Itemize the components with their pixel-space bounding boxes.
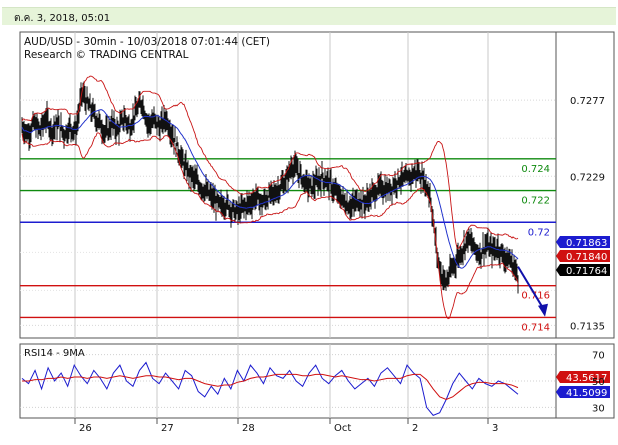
timestamp-label: ต.ค. 3, 2018, 05:01 bbox=[14, 13, 111, 24]
projection-arrow-line bbox=[517, 266, 545, 311]
chart-source-line: Research © TRADING CENTRAL bbox=[24, 49, 189, 61]
price-tag-pointer bbox=[556, 264, 560, 276]
price-tag-pointer bbox=[556, 250, 560, 262]
rsi-ma-line bbox=[22, 373, 519, 401]
x-tick-label: 27 bbox=[161, 423, 174, 434]
y-tick-label: 0.7277 bbox=[570, 96, 605, 107]
rsi-value-tag bbox=[560, 371, 610, 383]
projection-arrow-head bbox=[538, 303, 548, 317]
price-series bbox=[21, 75, 548, 320]
lower-band-line bbox=[21, 132, 519, 320]
rsi-tag-pointer bbox=[556, 371, 560, 383]
axis-labels: 26 27 28 Oct 2 3 0.7277 0.7229 0.7135 70 50 30 bbox=[74, 96, 605, 434]
rsi-tick-label: 50 bbox=[592, 377, 605, 388]
rsi-tag-label: 43.5617 bbox=[566, 373, 607, 384]
x-tick-label: Oct bbox=[334, 423, 351, 434]
x-tick-label: 26 bbox=[79, 423, 92, 434]
rsi-value-tag bbox=[560, 386, 610, 398]
price-tag bbox=[560, 250, 610, 262]
moving-average-line bbox=[21, 109, 519, 269]
level-label: 0.72 bbox=[528, 227, 550, 238]
price-tag bbox=[560, 264, 610, 276]
rsi-tick-label: 70 bbox=[592, 351, 605, 362]
price-axis bbox=[555, 31, 615, 339]
price-tags: 0.71863 0.71840 0.71764 43.5617 41.5099 bbox=[556, 236, 610, 399]
rsi-series bbox=[21, 361, 519, 416]
level-label: 0.724 bbox=[521, 164, 550, 175]
rsi-line bbox=[21, 361, 519, 416]
price-tag bbox=[560, 236, 610, 248]
price-tag-pointer bbox=[556, 236, 560, 248]
x-tick-label: 2 bbox=[412, 423, 418, 434]
date-strip: ต.ค. 3, 2018, 05:01 bbox=[2, 7, 616, 25]
price-tag-label: 0.71764 bbox=[566, 266, 607, 277]
upper-band-line bbox=[21, 75, 519, 249]
level-label: 0.714 bbox=[521, 322, 550, 333]
rsi-title: RSI14 - 9MA bbox=[24, 348, 85, 359]
price-tag-label: 0.71840 bbox=[566, 252, 607, 263]
rsi-tag-pointer bbox=[556, 386, 560, 398]
x-tick-label: 28 bbox=[242, 423, 255, 434]
x-tick-label: 3 bbox=[492, 423, 498, 434]
y-tick-label: 0.7135 bbox=[570, 321, 605, 332]
rsi-tick-label: 30 bbox=[592, 403, 605, 414]
chart-symbol-line: AUD/USD - 30min - 10/03/2018 07:01:44 (C… bbox=[24, 36, 270, 48]
top-bar: ต.ค. 3, 2018, 05:01 bbox=[0, 0, 618, 25]
y-tick-label: 0.7229 bbox=[570, 172, 605, 183]
grid bbox=[20, 32, 556, 418]
level-label: 0.722 bbox=[521, 196, 550, 207]
price-tag-label: 0.71863 bbox=[566, 238, 607, 249]
rsi-tag-label: 41.5099 bbox=[566, 388, 607, 399]
